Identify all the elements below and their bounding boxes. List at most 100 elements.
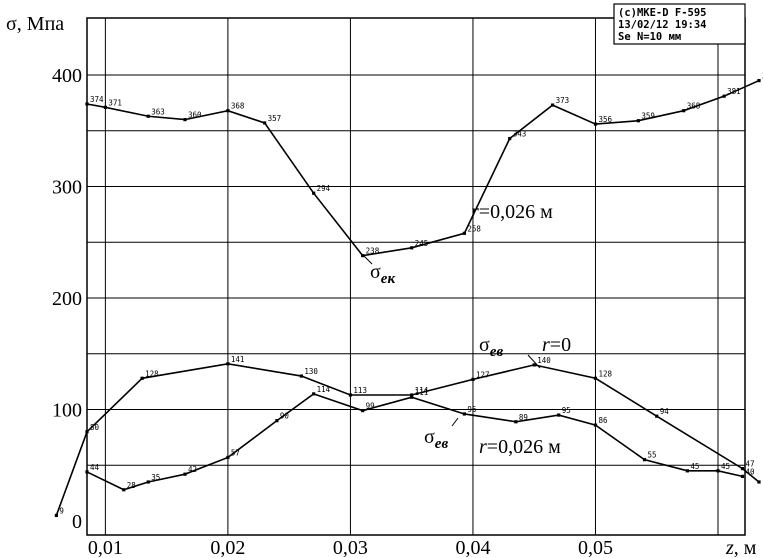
anno-r-0: r=0 <box>542 334 571 356</box>
series-line-sigma_ev_r0 <box>55 362 760 516</box>
leader-sigma-ek <box>363 255 373 265</box>
point-sigma_ev_r0-8 <box>532 363 536 367</box>
point-sigma_ek_r0026-11 <box>550 103 555 107</box>
point-sigma_ev_r0-7 <box>471 377 475 381</box>
stamp-line-3: Se N=10 мм <box>618 31 681 43</box>
point-sigma_ev_r0026-6 <box>312 392 316 396</box>
anno-sigma-ev-top: σев <box>479 334 503 360</box>
data-label-sigma_ev_r0-11: 47 <box>746 460 755 469</box>
data-label-sigma_ev_r0-6: 114 <box>415 386 429 395</box>
point-sigma_ek_r0026-16 <box>757 78 761 83</box>
data-label-sigma_ev_r0026-16: 40 <box>746 467 756 476</box>
data-label-sigma_ev_r0-2: 128 <box>145 369 159 378</box>
data-label-sigma_ek_r0026-11: 373 <box>556 96 570 105</box>
data-label-sigma_ek_r0026-10: 343 <box>513 130 527 139</box>
x-tick-label-0: 0,01 <box>88 537 123 558</box>
data-label-sigma_ev_r0026-7: 99 <box>366 402 375 411</box>
point-sigma_ev_r0-10 <box>655 414 659 418</box>
point-sigma_ek_r0026-12 <box>593 122 598 126</box>
y-tick-label-3: 300 <box>52 177 82 199</box>
plot-frame <box>86 17 746 536</box>
data-label-sigma_ev_r0026-15: 45 <box>721 462 730 471</box>
point-sigma_ev_r0-4 <box>299 374 304 378</box>
data-label-sigma_ek_r0026-9: 258 <box>467 224 481 233</box>
data-label-sigma_ev_r0026-0: 44 <box>90 463 100 472</box>
point-sigma_ev_r0026-14 <box>685 469 689 473</box>
y-tick-label-2: 200 <box>52 288 82 310</box>
data-label-sigma_ev_r0-0: 9 <box>59 506 64 515</box>
point-sigma_ek_r0026-13 <box>636 119 640 123</box>
data-label-sigma_ek_r0026-15: 381 <box>727 87 741 96</box>
point-sigma_ek_r0026-9 <box>462 231 466 235</box>
point-sigma_ev_r0-2 <box>140 376 144 380</box>
data-label-sigma_ev_r0026-13: 55 <box>647 451 656 460</box>
data-label-sigma_ek_r0026-14: 368 <box>687 102 701 111</box>
point-sigma_ev_r0-3 <box>226 362 230 366</box>
point-sigma_ek_r0026-0 <box>85 102 89 106</box>
y-tick-label-4: 400 <box>52 65 82 87</box>
data-label-sigma_ev_r0026-12: 86 <box>598 416 608 425</box>
x-tick-label-4: 0,05 <box>578 537 613 558</box>
point-sigma_ev_r0-5 <box>348 393 353 397</box>
data-label-sigma_ev_r0026-1: 28 <box>127 481 137 490</box>
data-label-sigma_ev_r0-10: 94 <box>660 407 670 416</box>
x-tick-label-3: 0,04 <box>455 537 490 558</box>
point-sigma_ev_r0026-0 <box>85 470 89 474</box>
data-label-sigma_ev_r0-5: 113 <box>353 386 367 395</box>
point-sigma_ek_r0026-4 <box>226 109 230 113</box>
point-sigma_ev_r0026-13 <box>642 458 647 462</box>
stamp-box <box>613 3 746 45</box>
point-sigma_ek_r0026-15 <box>722 94 726 98</box>
data-label-sigma_ev_r0-7: 127 <box>476 370 490 379</box>
data-label-sigma_ev_r0-4: 130 <box>304 367 318 376</box>
point-sigma_ev_r0-9 <box>593 376 598 380</box>
point-sigma_ek_r0026-3 <box>183 118 187 122</box>
data-label-sigma_ek_r0026-0: 374 <box>90 95 104 104</box>
data-label-sigma_ev_r0-3: 141 <box>231 355 245 364</box>
y-tick-label-0: 0 <box>72 511 82 533</box>
x-tick-label-1: 0,02 <box>210 537 245 558</box>
stamp-line-1: (c)MKE-D F-595 <box>618 7 707 19</box>
series-line-sigma_ek_r0026 <box>86 79 760 257</box>
data-label-sigma_ev_r0026-8: 111 <box>415 388 429 397</box>
point-sigma_ek_r0026-7 <box>361 254 365 258</box>
y-tick-label-1: 100 <box>52 400 82 422</box>
point-sigma_ev_r0-11 <box>740 466 745 471</box>
point-sigma_ev_r0026-11 <box>557 413 561 417</box>
x-axis-unit: , м <box>734 537 757 558</box>
annotations: σек r=0,026 м σев r=0 σев r=0,026 м <box>363 201 571 458</box>
point-sigma_ev_r0026-12 <box>593 423 598 427</box>
data-label-sigma_ev_r0026-9: 96 <box>467 405 477 414</box>
point-sigma_ek_r0026-5 <box>263 121 267 125</box>
tick-labels: 0 100 200 300 400 0,01 0,02 0,03 0,04 0,05 z, м <box>52 65 757 558</box>
point-sigma_ek_r0026-14 <box>682 109 686 113</box>
point-sigma_ek_r0026-6 <box>312 191 316 195</box>
anno-sigma-ek: σек <box>370 261 395 287</box>
data-label-sigma_ek_r0026-5: 357 <box>268 114 282 123</box>
data-label-sigma_ek_r0026-2: 363 <box>151 107 165 116</box>
instrument-stamp: (c)MKE-D F-595 13/02/12 19:34 Se N=10 мм <box>613 3 746 45</box>
data-label-sigma_ek_r0026-4: 368 <box>231 102 245 111</box>
point-sigma_ek_r0026-2 <box>146 114 150 118</box>
data-label-sigma_ev_r0026-11: 95 <box>562 406 571 415</box>
x-tick-label-5: z, м <box>725 537 757 558</box>
point-sigma_ev_r0026-3 <box>183 472 187 476</box>
point-sigma_ev_r0-6 <box>410 393 414 397</box>
point-sigma_ev_r0026-8 <box>410 395 414 399</box>
data-label-sigma_ev_r0026-14: 45 <box>690 462 699 471</box>
data-label-sigma_ev_r0-1: 80 <box>90 423 100 432</box>
point-sigma_ev_r0026-9 <box>462 412 466 416</box>
data-label-sigma_ek_r0026-6: 294 <box>317 184 331 193</box>
point-sigma_ev_r0026-10 <box>514 420 518 424</box>
point-sigma_ek_r0026-1 <box>103 105 107 109</box>
series-group: 374 371 363 360 368 357 294 238 245 258 343 373 356 3… <box>54 72 763 518</box>
leader-sigma-ev-bottom <box>451 417 459 427</box>
data-label-sigma_ek_r0026-3: 360 <box>188 111 202 120</box>
data-label-sigma_ek_r0026-13: 359 <box>641 112 655 121</box>
anno-r-0026-bottom: r=0,026 м <box>479 436 561 458</box>
anno-r-0026-top: r=0,026 м <box>471 201 553 223</box>
point-sigma_ev_r0026-7 <box>361 409 365 413</box>
y-axis-label: σ, Мпа <box>6 13 64 35</box>
data-label-sigma_ek_r0026-8: 245 <box>415 239 429 248</box>
data-label-sigma_ev_r0026-5: 90 <box>280 412 290 421</box>
